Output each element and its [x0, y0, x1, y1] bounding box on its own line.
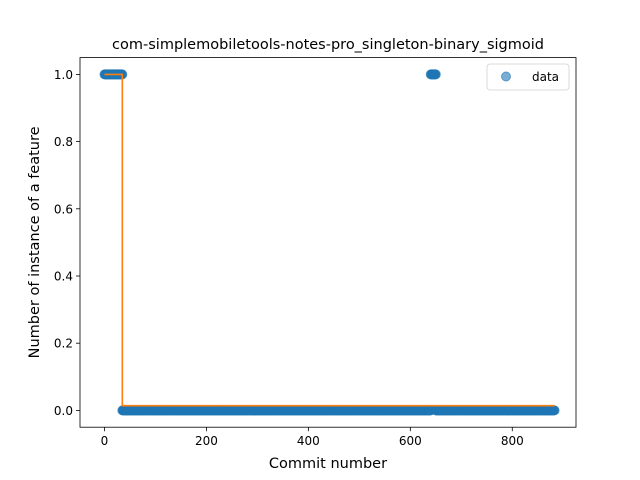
x-tick-label: 0: [101, 434, 109, 448]
x-tick-label: 400: [297, 434, 320, 448]
x-tick-label: 600: [399, 434, 422, 448]
plot-background: [80, 57, 576, 428]
legend-marker-data: [501, 71, 511, 82]
y-tick-label: 0.6: [54, 202, 73, 216]
legend-box: [486, 63, 570, 91]
x-axis-ticks: 0 200 400 600 800: [101, 427, 524, 448]
chart-title: com-simplemobiletools-notes-pro_singleto…: [112, 37, 544, 53]
fit-line-layer: [104, 73, 555, 407]
legend-label-data: data: [532, 70, 559, 84]
x-axis-label: Commit number: [269, 456, 387, 472]
y-tick-label: 0.4: [54, 270, 73, 284]
fit-line: [104, 73, 555, 407]
y-tick-label: 0.8: [54, 135, 73, 149]
data-points-layer: [99, 69, 560, 416]
y-tick-label: 1.0: [54, 68, 73, 82]
y-tick-label: 0.0: [54, 404, 73, 418]
data-point: [430, 69, 441, 80]
y-axis-label: Number of instance of a feature: [27, 126, 43, 358]
y-axis-ticks: 0.0 0.2 0.4 0.6 0.8 1.0: [54, 68, 80, 418]
x-tick-label: 800: [501, 434, 524, 448]
plot-frame: [79, 57, 577, 428]
legend: data: [486, 63, 570, 91]
y-tick-label: 0.2: [54, 337, 73, 351]
data-point: [549, 405, 560, 416]
x-tick-label: 200: [195, 434, 218, 448]
